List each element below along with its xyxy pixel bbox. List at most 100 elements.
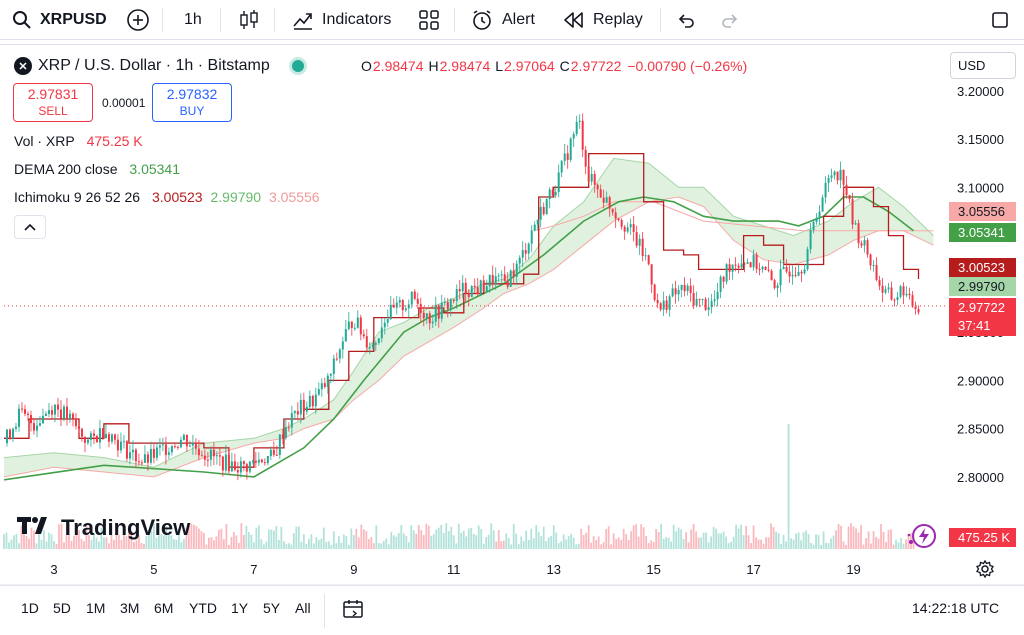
chart-type-button[interactable] [238,0,260,40]
candle-body [242,461,245,465]
time-tick-label: 15 [646,562,660,577]
volume-bar [892,544,895,549]
candle-body [332,358,335,374]
volume-bar [830,538,832,549]
volume-bar [420,530,423,549]
candle-body [74,418,77,427]
volume-bar [680,529,683,549]
candle-body [485,286,488,292]
candle-body [815,217,818,222]
candle-body [161,444,164,446]
interval-button[interactable]: 1h [184,0,202,40]
volume-bar [297,526,300,549]
fullscreen-button[interactable] [990,0,1010,40]
candle-body [254,460,257,463]
volume-bar [115,525,118,549]
chart-area[interactable]: 3.200003.150003.100003.050003.000002.950… [0,44,1024,585]
candle-body [296,411,299,415]
collapse-legend-button[interactable] [14,215,46,239]
symbol-search[interactable]: XRPUSD [12,0,107,40]
replay-button[interactable]: Replay [563,0,643,40]
currency-selector[interactable]: USD [950,52,1016,79]
volume-bar [807,534,810,549]
range-ytd[interactable]: YTD [189,600,217,616]
dema-legend[interactable]: DEMA 200 close 3.05341 [14,161,184,177]
ohlc-values: O2.98474 H2.98474 L2.97064 C2.97722 −0.0… [361,58,747,74]
utc-clock[interactable]: 14:22:18 UTC [912,600,1000,616]
volume-bar [670,541,673,549]
volume-bar [460,532,463,549]
volume-name: Vol · XRP [14,133,75,149]
candle-body [863,240,866,246]
volume-bar [337,536,340,549]
volume-bar [143,543,145,549]
candle-body [431,321,434,324]
candle-body [650,264,653,285]
go-to-date-button[interactable] [341,597,365,626]
price-chart[interactable]: 3.200003.150003.100003.050003.000002.950… [0,45,1024,585]
toolbar-divider [660,8,661,32]
grid-icon [418,9,440,31]
volume-bar [63,542,65,549]
candle-body [698,298,701,300]
dema-value: 3.05341 [129,161,180,177]
search-icon [12,10,32,30]
sell-button[interactable]: 2.97831 SELL [13,83,93,122]
range-1d[interactable]: 1D [21,600,39,616]
compare-symbol-button[interactable] [126,0,150,40]
range-6m[interactable]: 6M [154,600,174,616]
volume-bar [462,530,465,549]
candle-body [620,220,623,227]
chart-settings-button[interactable] [975,559,995,584]
candle-body [362,334,365,337]
candle-body [563,153,566,161]
candle-body [896,296,899,301]
candle-body [32,423,35,431]
buy-button[interactable]: 2.97832 BUY [152,83,232,122]
range-all[interactable]: All [295,600,311,616]
volume-bar [395,536,398,549]
candle-body [839,169,842,181]
range-5d[interactable]: 5D [53,600,71,616]
ai-assistant-button[interactable] [906,522,940,555]
candle-body [716,291,719,300]
candle-body [557,172,560,193]
undo-button[interactable] [676,0,696,40]
candle-body [71,413,74,419]
candle-body [833,171,836,176]
indicators-button[interactable]: Indicators [291,0,391,40]
volume-bar [352,535,355,549]
volume-bar [665,537,668,549]
range-1m[interactable]: 1M [86,600,106,616]
candle-body [116,439,119,451]
range-3m[interactable]: 3M [120,600,140,616]
volume-bar [158,535,160,549]
volume-bar [160,534,163,549]
volume-legend[interactable]: Vol · XRP 475.25 K [14,133,147,149]
candle-body [671,288,674,297]
legend-symbol[interactable]: ✕ XRP / U.S. Dollar · 1h · Bitstamp [14,56,304,76]
range-5y[interactable]: 5Y [263,600,281,616]
candle-body [749,262,752,268]
volume-bar [40,539,43,549]
alert-button[interactable]: Alert [470,0,535,40]
dema-name: DEMA 200 close [14,161,118,177]
candle-body [512,270,515,277]
volume-bar [350,528,353,549]
range-1y[interactable]: 1Y [231,600,249,616]
volume-bar [282,541,285,549]
candle-body [767,269,770,271]
volume-bar [847,526,850,549]
redo-button[interactable] [720,0,740,40]
volume-bar [647,543,650,549]
layouts-button[interactable] [418,0,440,40]
ichimoku-legend[interactable]: Ichimoku 9 26 52 26 3.00523 2.99790 3.05… [14,189,324,205]
volume-bar [770,523,772,549]
volume-bar [417,525,420,549]
candle-body [488,274,491,287]
volume-bar [335,543,338,549]
candle-body [494,276,497,285]
candle-body [86,439,89,443]
candle-body [251,460,254,462]
volume-bar [155,537,158,549]
